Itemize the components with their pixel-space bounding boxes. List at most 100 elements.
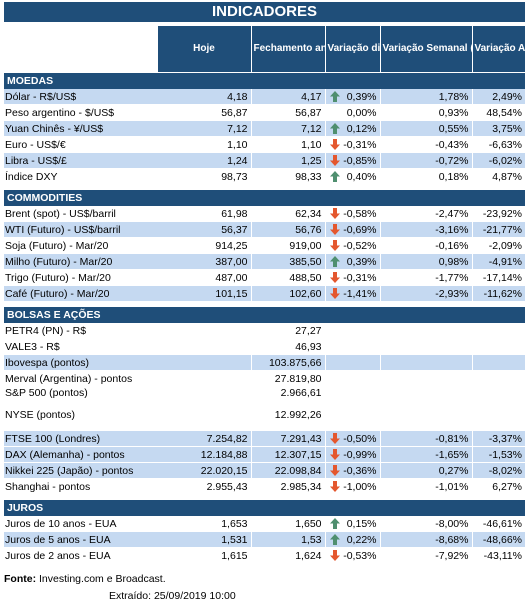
table-row: DAX (Alemanha) - pontos 12.184,88 12.307,1… (4, 446, 525, 463)
table-row: Nikkei 225 (Japão) - pontos 22.020,15 22.0… (4, 462, 525, 479)
row-label: Yuan Chinês - ¥/US$ (4, 120, 157, 137)
row-label: Milho (Futuro) - Mar/20 (4, 253, 157, 270)
cell-var-semanal: 0,93% (379, 104, 472, 121)
cell-hoje: 101,15 (157, 285, 251, 302)
header-row: Hoje Fechamento anterior Variação diária… (4, 25, 526, 73)
cell-var-anual: -11,62% (471, 285, 525, 302)
table-row: PETR4 (PN) - R$ 27,27 (4, 323, 525, 339)
cell-hoje: 1,24 (157, 152, 251, 169)
table-row: Juros de 10 anos - EUA 1,653 1,650 0,15% -8,… (4, 516, 525, 532)
table-row: VALE3 - R$ 46,93 (4, 338, 525, 355)
var-diaria-value: 0,15% (346, 517, 377, 530)
cell-var-diaria: 0,39% (324, 89, 380, 105)
cell-fechamento: 1,624 (250, 547, 325, 564)
cell-hoje: 56,37 (157, 221, 251, 238)
cell-var-diaria: 0,22% (324, 531, 380, 548)
cell-var-diaria: -0,53% (324, 547, 380, 564)
cell-var-semanal (379, 408, 472, 431)
arrow-down-icon (329, 449, 340, 460)
cell-var-anual (471, 338, 525, 355)
cell-var-semanal: -1,01% (379, 478, 472, 495)
cell-var-diaria: 0,15% (324, 516, 380, 532)
cell-var-semanal: -3,16% (379, 221, 472, 238)
cell-var-semanal: -0,43% (379, 136, 472, 153)
row-label: Trigo (Futuro) - Mar/20 (4, 269, 157, 286)
cell-fechamento: 4,17 (250, 89, 325, 105)
cell-var-semanal (379, 370, 472, 387)
row-label: Índice DXY (4, 168, 157, 185)
cell-fechamento: 102,60 (250, 285, 325, 302)
cell-hoje: 22.020,15 (157, 462, 251, 479)
source-label: Fonte: (4, 573, 37, 585)
section-gap (4, 184, 525, 190)
var-diaria-value: 0,12% (346, 122, 377, 135)
row-label: S&P 500 (pontos) (4, 386, 157, 409)
cell-var-semanal: -0,16% (379, 237, 472, 254)
cell-var-diaria: -0,52% (324, 237, 380, 254)
table-row: Brent (spot) - US$/barril 61,98 62,34 -0,58… (4, 206, 525, 222)
table-row: Merval (Argentina) - pontos 27.819,80 (4, 370, 525, 387)
var-diaria-value: -0,31% (343, 138, 377, 151)
arrow-down-icon (329, 481, 340, 492)
var-diaria-value: -0,69% (343, 223, 377, 236)
section-header: JUROS (4, 500, 525, 516)
cell-var-anual: 3,75% (471, 120, 525, 137)
arrow-up-icon (329, 518, 340, 529)
var-diaria-value: 0,40% (346, 170, 377, 183)
cell-var-semanal: 0,55% (379, 120, 472, 137)
cell-fechamento: 1,53 (250, 531, 325, 548)
cell-fechamento: 46,93 (250, 338, 325, 355)
arrow-down-icon (329, 465, 340, 476)
row-label: Juros de 5 anos - EUA (4, 531, 157, 548)
cell-var-anual: -43,11% (471, 547, 525, 564)
cell-var-semanal (379, 386, 472, 409)
gap-cell (4, 301, 525, 307)
cell-hoje (157, 386, 251, 409)
header-hoje: Hoje (156, 25, 252, 73)
var-diaria-value: 0,22% (346, 533, 377, 546)
cell-var-diaria: 0,12% (324, 120, 380, 137)
cell-var-semanal: 1,78% (379, 89, 472, 105)
cell-var-anual: -48,66% (471, 531, 525, 548)
cell-var-semanal: -0,81% (379, 430, 472, 447)
section-title: JUROS (4, 500, 525, 516)
cell-var-anual: -6,02% (471, 152, 525, 169)
cell-var-diaria (324, 354, 380, 371)
cell-var-anual (471, 386, 525, 409)
var-diaria-value: -0,36% (343, 464, 377, 477)
cell-fechamento: 98,33 (250, 168, 325, 185)
var-diaria-value: -0,31% (343, 271, 377, 284)
cell-fechamento: 27,27 (250, 323, 325, 339)
arrow-down-icon (329, 139, 340, 150)
arrow-down-icon (329, 433, 340, 444)
cell-fechamento: 103.875,66 (250, 354, 325, 371)
row-label: Libra - US$/£ (4, 152, 157, 169)
cell-var-diaria: -1,41% (324, 285, 380, 302)
cell-var-diaria: -0,31% (324, 269, 380, 286)
cell-var-anual (471, 354, 525, 371)
row-label: Brent (spot) - US$/barril (4, 206, 157, 222)
cell-fechamento: 27.819,80 (250, 370, 325, 387)
row-label: Peso argentino - $/US$ (4, 104, 157, 121)
cell-var-anual (471, 408, 525, 431)
cell-var-semanal: 0,27% (379, 462, 472, 479)
cell-var-semanal (379, 323, 472, 339)
cell-var-diaria: -0,85% (324, 152, 380, 169)
cell-fechamento: 12.992,26 (250, 408, 325, 431)
cell-fechamento: 56,87 (250, 104, 325, 121)
cell-var-diaria (324, 338, 380, 355)
table-row: Euro - US$/€ 1,10 1,10 -0,31% -0,43% -6,63% (4, 136, 525, 153)
cell-var-anual: -21,77% (471, 221, 525, 238)
arrow-down-icon (329, 155, 340, 166)
row-label: Shanghai - pontos (4, 478, 157, 495)
table-row: Trigo (Futuro) - Mar/20 487,00 488,50 -0,31… (4, 269, 525, 286)
arrow-down-icon (329, 224, 340, 235)
cell-var-diaria: -0,99% (324, 446, 380, 463)
table-body: MOEDAS Dólar - R$/US$ 4,18 4,17 0,39% 1,78% 2,… (4, 72, 525, 564)
row-label: Dólar - R$/US$ (4, 89, 157, 105)
table-row: FTSE 100 (Londres) 7.254,82 7.291,43 -0,50%… (4, 430, 525, 447)
arrow-up-icon (329, 534, 340, 545)
cell-var-semanal: -0,72% (379, 152, 472, 169)
header-var-semanal: Variação Semanal (%) (379, 25, 473, 73)
cell-hoje (157, 338, 251, 355)
